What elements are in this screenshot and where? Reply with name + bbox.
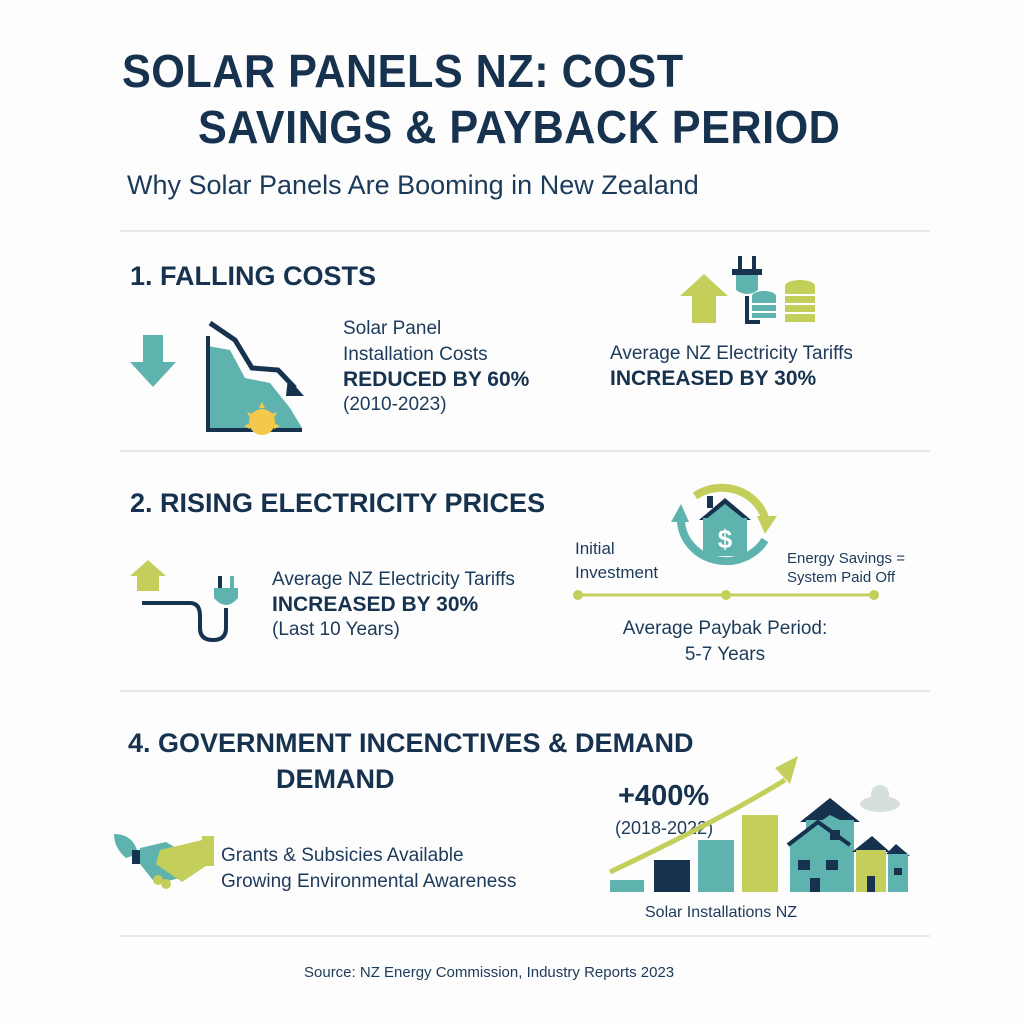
source-note: Source: NZ Energy Commission, Industry R… bbox=[304, 964, 675, 981]
arrow-down-icon bbox=[130, 335, 176, 387]
tariff-label-2: Average NZ Electricity Tariffs bbox=[272, 569, 515, 590]
initial-label-2: Investment bbox=[575, 563, 659, 582]
tariff-label: Average NZ Electricity Tariffs bbox=[610, 343, 853, 364]
payback-summary-value: 5-7 Years bbox=[684, 644, 766, 665]
cost-period: (2010-2023) bbox=[343, 394, 447, 415]
cost-reduction-block: Solar Panel Installation Costs REDUCED B… bbox=[343, 316, 529, 418]
incentive-item: Growing Environmental Awareness bbox=[221, 871, 517, 892]
arrow-up-plug-icon bbox=[130, 560, 238, 643]
section-4-heading-line-2: DEMAND bbox=[276, 764, 395, 794]
divider bbox=[120, 935, 930, 937]
arrow-up-icon bbox=[680, 274, 728, 323]
title-line-1: SOLAR PANELS NZ: COST bbox=[122, 45, 684, 97]
tariff-period: (Last 10 Years) bbox=[272, 619, 400, 640]
tariff-highlight-2: INCREASED BY 30% bbox=[272, 593, 479, 616]
payback-summary: Average Paybak Period: 5-7 Years bbox=[600, 616, 850, 668]
tariff-highlight: INCREASED BY 30% bbox=[610, 367, 817, 390]
plug-coins-icon bbox=[732, 256, 815, 324]
chart-caption: Solar Installations NZ bbox=[645, 904, 798, 921]
initial-label-1: Initial bbox=[575, 539, 615, 558]
tariff-block-top: Average NZ Electricity Tariffs INCREASED… bbox=[610, 341, 853, 391]
tariff-block: Average NZ Electricity Tariffs INCREASED… bbox=[272, 567, 515, 643]
section-4-heading-line-1: 4. GOVERNMENT INCENCTIVES & DEMAND bbox=[128, 728, 694, 758]
system-paid-off-label: Energy Savings = System Paid Off bbox=[787, 549, 905, 587]
divider bbox=[120, 690, 930, 692]
incentives-list: Grants & Subsicies Available Growing Env… bbox=[221, 843, 516, 895]
end-label-2: System Paid Off bbox=[787, 569, 896, 586]
growth-value: +400% bbox=[618, 780, 710, 812]
installations-bar-chart bbox=[608, 756, 910, 892]
falling-cost-chart-icon bbox=[206, 320, 304, 435]
incentive-item: Grants & Subsicies Available bbox=[221, 845, 464, 866]
payback-summary-label: Average Paybak Period: bbox=[622, 618, 828, 639]
payback-timeline bbox=[573, 590, 879, 600]
section-1-heading: 1. FALLING COSTS bbox=[130, 261, 377, 291]
handshake-leaf-icon bbox=[114, 834, 214, 889]
section-2-heading: 2. RISING ELECTRICITY PRICES bbox=[130, 488, 546, 518]
title-line-2: SAVINGS & PAYBACK PERIOD bbox=[198, 101, 841, 153]
house-cycle-icon: $ bbox=[671, 483, 777, 566]
divider bbox=[120, 230, 930, 232]
cost-label-2: Installation Costs bbox=[343, 344, 488, 365]
svg-text:$: $ bbox=[718, 524, 733, 554]
end-label-1: Energy Savings = bbox=[787, 550, 905, 567]
initial-investment-label: Initial Investment bbox=[575, 537, 658, 585]
cost-reduction-highlight: REDUCED BY 60% bbox=[343, 368, 530, 391]
subtitle: Why Solar Panels Are Booming in New Zeal… bbox=[127, 170, 699, 200]
divider bbox=[120, 450, 930, 452]
cost-label-1: Solar Panel bbox=[343, 318, 442, 339]
